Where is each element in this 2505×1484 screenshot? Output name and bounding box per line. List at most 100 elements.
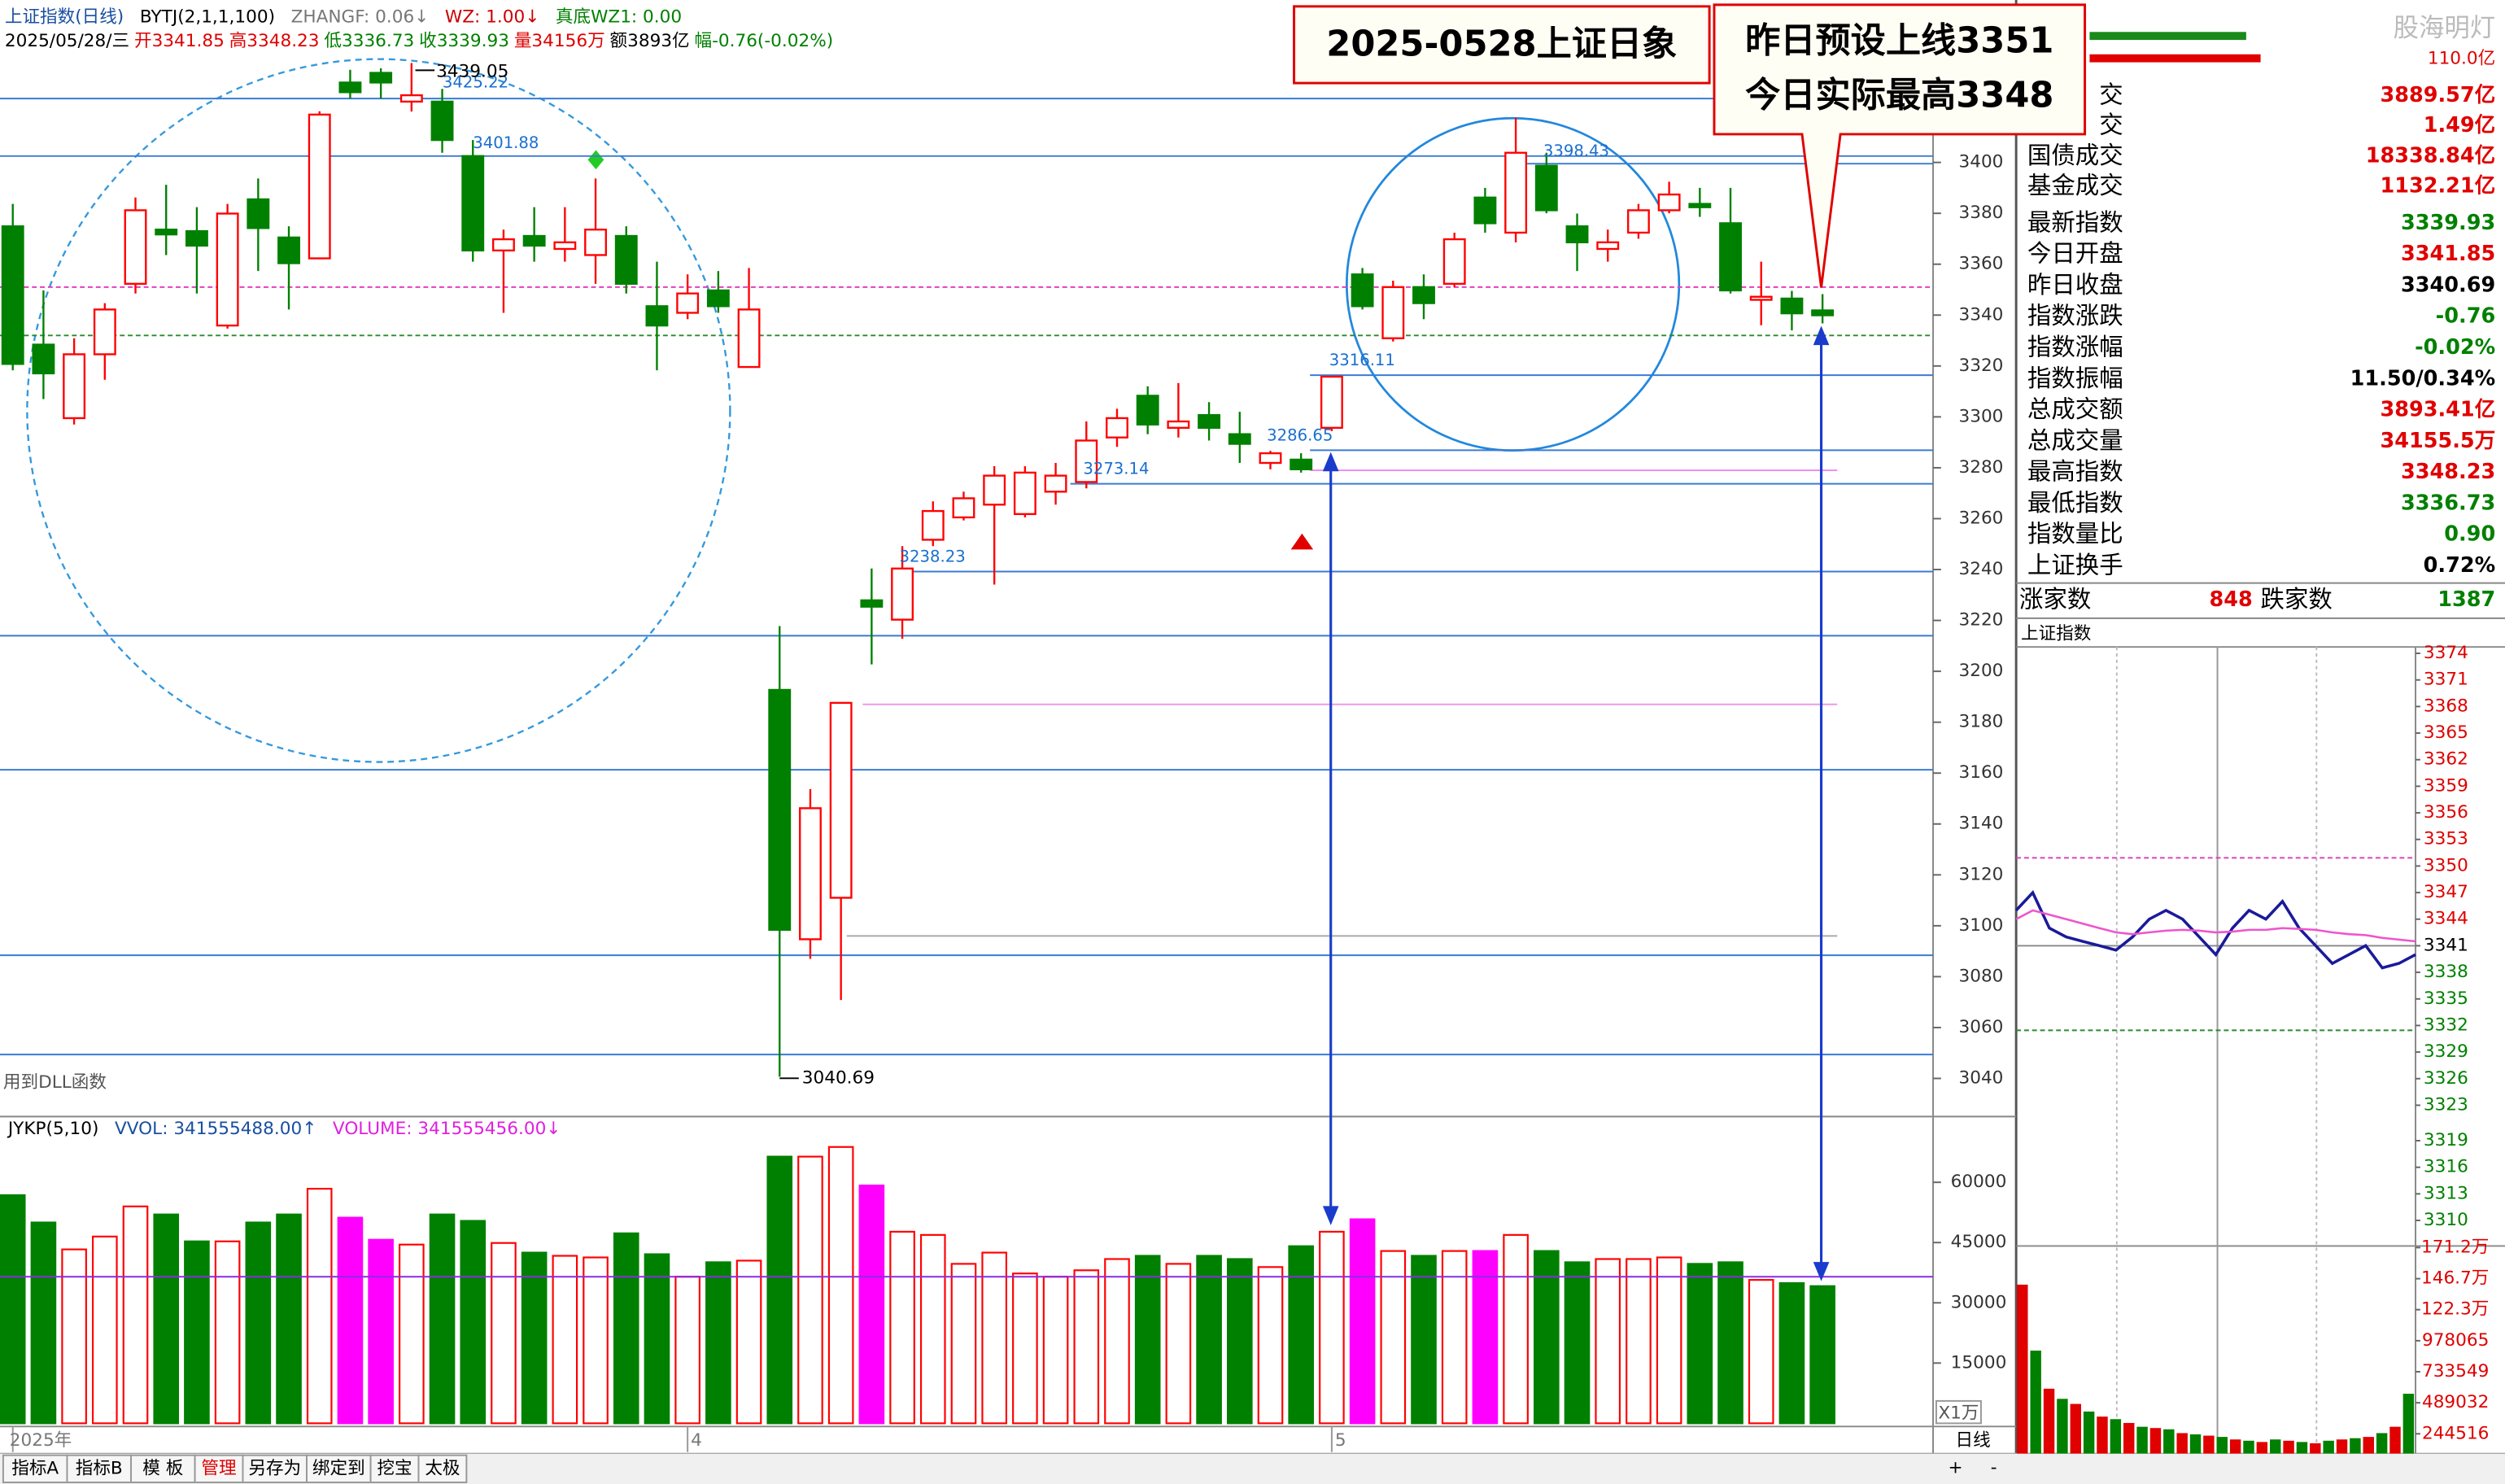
y-tick-label: 171.2万 — [2421, 1237, 2489, 1257]
toolbar-tab-label[interactable]: 指标A — [11, 1458, 59, 1478]
header-item: 2025/05/28/三 — [5, 31, 129, 51]
toolbar-tab-label[interactable]: 管理 — [201, 1458, 236, 1478]
candle-body — [430, 100, 454, 142]
candle-body — [983, 474, 1006, 506]
indicator-label: JYKP(5,10) — [7, 1119, 99, 1139]
candle-body — [491, 238, 515, 252]
volume-bar — [613, 1232, 639, 1425]
volume-bar — [92, 1235, 118, 1425]
toolbar-tab[interactable] — [417, 1454, 468, 1484]
volume-bar — [1319, 1230, 1345, 1425]
candle-body — [247, 198, 270, 229]
volume-bar — [399, 1243, 425, 1425]
zoom-button[interactable]: + — [1948, 1457, 1962, 1477]
y-tick-label: 3368 — [2424, 696, 2468, 716]
candle-body — [1657, 193, 1681, 212]
candle-body — [1136, 395, 1159, 426]
quote-label: 交 — [2099, 81, 2123, 108]
breadth-label: 涨家数 — [2019, 586, 2091, 613]
breadth-label: 跌家数 — [2261, 586, 2333, 613]
volume-bar — [460, 1220, 487, 1425]
header-item: 量34156万 — [514, 31, 605, 51]
volume-bar — [1349, 1218, 1376, 1425]
y-tick-label: 489032 — [2422, 1392, 2489, 1412]
quote-value: 3893.41亿 — [2380, 398, 2495, 422]
y-tick-label: 3080 — [1958, 966, 2003, 986]
toolbar-tab-label[interactable]: 绑定到 — [312, 1458, 365, 1478]
volume-bar — [1626, 1258, 1652, 1425]
arrow-head — [1813, 1262, 1830, 1281]
volume-bar — [214, 1240, 241, 1425]
toolbar-tab[interactable] — [66, 1454, 133, 1484]
toolbar-tab[interactable] — [2, 1454, 68, 1484]
candle-body — [952, 497, 975, 519]
price-label: 3401.88 — [473, 133, 539, 152]
header-item: 收3339.93 — [419, 31, 509, 51]
volume-bar — [583, 1256, 609, 1425]
quote-label: 今日开盘 — [2027, 240, 2123, 268]
candle-body — [1, 225, 24, 365]
intraday-volume-bar — [2030, 1351, 2041, 1465]
toolbar-tab-label[interactable]: 挖宝 — [377, 1458, 412, 1478]
volume-bar — [306, 1188, 333, 1425]
candle-body — [860, 599, 884, 608]
header-item: 额3893亿 — [610, 31, 690, 51]
toolbar-tab[interactable] — [242, 1454, 308, 1484]
intraday-volume-bar — [2057, 1399, 2068, 1465]
ratio-bar — [2089, 32, 2246, 41]
volume-bar — [705, 1261, 731, 1425]
toolbar-tab[interactable] — [194, 1454, 244, 1484]
y-tick-label: 3040 — [1958, 1068, 2003, 1089]
y-tick-label: 3353 — [2424, 829, 2468, 849]
candle-body — [1320, 375, 1343, 430]
volume-bar — [1042, 1276, 1069, 1425]
quote-value: 3340.69 — [2401, 273, 2495, 297]
intraday-line — [2015, 909, 2416, 943]
y-tick-label: 3371 — [2424, 670, 2468, 690]
y-tick-label: 122.3万 — [2421, 1299, 2489, 1320]
volume-bar — [1196, 1255, 1222, 1425]
y-tick-label: 3180 — [1958, 712, 2003, 732]
volume-bar — [1503, 1233, 1529, 1425]
candle-body — [1626, 209, 1650, 234]
toolbar-tab-label[interactable]: 模 板 — [142, 1458, 183, 1478]
candle-body — [1106, 417, 1128, 439]
intraday-volume-bar — [2083, 1411, 2095, 1465]
price-label: 3286.65 — [1267, 426, 1333, 445]
toolbar-tab-label[interactable]: 指标B — [76, 1458, 123, 1478]
volume-bar — [0, 1194, 26, 1425]
header-item: 真底WZ1: 0.00 — [556, 7, 682, 28]
intraday-volume-bar — [2070, 1403, 2081, 1465]
quote-label: 最低指数 — [2027, 489, 2123, 517]
volume-bar — [735, 1259, 762, 1425]
zoom-button[interactable]: - — [1991, 1457, 1997, 1477]
candle-body — [768, 688, 792, 932]
volume-bar — [429, 1213, 456, 1425]
amount: 110.0亿 — [2428, 49, 2495, 69]
y-tick-label: 3313 — [2424, 1183, 2468, 1203]
y-tick-label: 3360 — [1958, 254, 2003, 274]
y-tick-label: 3240 — [1958, 559, 2003, 579]
period-label[interactable]: 日线 — [1956, 1430, 1991, 1451]
volume-bar — [1809, 1285, 1835, 1425]
y-tick-label: 3319 — [2424, 1130, 2468, 1150]
volume-bar — [889, 1230, 915, 1425]
toolbar-tab-label[interactable]: 太极 — [425, 1458, 460, 1478]
toolbar-tab-label[interactable]: 另存为 — [248, 1458, 301, 1478]
quote-label: 上证换手 — [2027, 552, 2123, 579]
candle-body — [1596, 241, 1620, 251]
y-tick-label: 3356 — [2424, 802, 2468, 823]
y-tick-label: 3320 — [1958, 356, 2003, 376]
y-tick-label: 3359 — [2424, 775, 2468, 796]
quote-value: 0.90 — [2444, 522, 2495, 547]
note: 用到DLL函数 — [3, 1072, 107, 1093]
volume-bar — [674, 1276, 700, 1425]
y-tick-label: 3140 — [1958, 814, 2003, 834]
y-tick-label: 3300 — [1958, 406, 2003, 426]
volume-bar — [766, 1155, 793, 1425]
brand: 股海明灯 — [2394, 13, 2496, 42]
quote-value: 3348.23 — [2401, 460, 2495, 484]
y-tick-label: 3341 — [2424, 935, 2468, 955]
y-tick-label: 3326 — [2424, 1068, 2468, 1089]
